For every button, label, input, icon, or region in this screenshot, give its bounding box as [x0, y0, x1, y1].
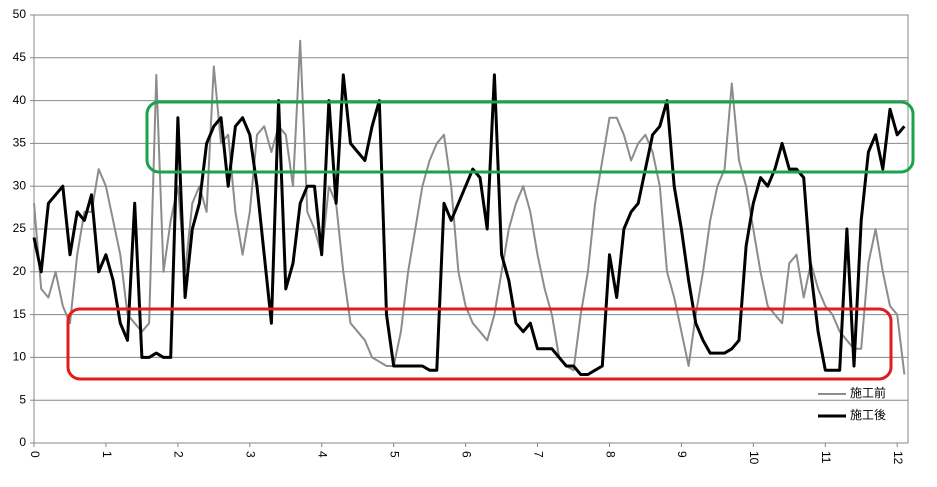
- x-tick-label: 4: [316, 451, 330, 458]
- x-tick-label: 1: [100, 451, 114, 458]
- highlight-box: [145, 100, 915, 174]
- x-tick-label: 12: [891, 451, 905, 465]
- y-tick-label: 5: [19, 392, 26, 406]
- lines: [32, 39, 906, 376]
- series-line: [32, 73, 906, 376]
- x-tick-label: 9: [675, 451, 689, 458]
- y-tick-label: 20: [13, 264, 27, 278]
- x-tick-label: 2: [172, 451, 186, 458]
- series-line: [33, 39, 906, 375]
- x-tick-label: 5: [387, 451, 401, 458]
- x-tick-label: 7: [531, 451, 545, 458]
- highlight-box: [66, 307, 893, 381]
- x-tick-label: 11: [819, 451, 833, 464]
- legend-label: 施工後: [850, 408, 886, 422]
- x-tick-label: 0: [28, 451, 42, 458]
- y-tick-label: 40: [13, 93, 27, 107]
- y-tick-label: 50: [13, 7, 27, 21]
- y-tick-label: 25: [13, 221, 27, 235]
- y-tick-label: 0: [19, 435, 26, 449]
- y-tick-label: 45: [13, 50, 27, 64]
- x-tick-label: 10: [747, 451, 761, 465]
- x-tick-label: 3: [244, 451, 258, 458]
- y-tick-label: 35: [13, 136, 27, 150]
- x-tick-label: 6: [459, 451, 473, 458]
- y-tick-label: 30: [13, 178, 27, 192]
- y-tick-label: 15: [13, 307, 27, 321]
- y-tick-label: 10: [13, 350, 27, 364]
- x-tick-label: 8: [603, 451, 617, 458]
- legend-label: 施工前: [850, 385, 886, 400]
